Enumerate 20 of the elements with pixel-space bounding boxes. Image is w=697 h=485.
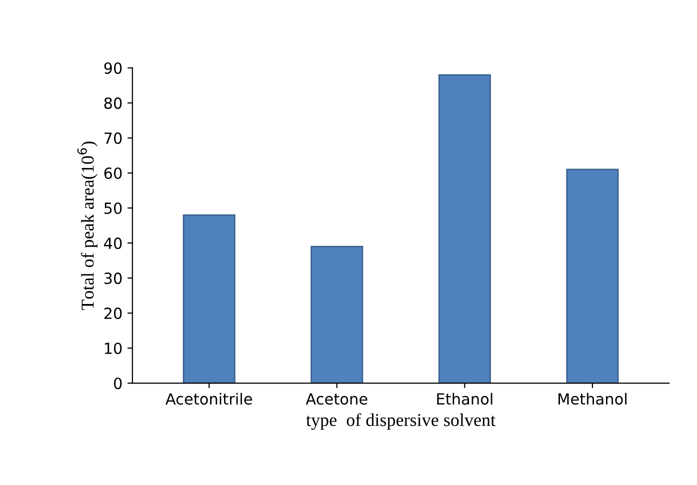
- y-tick-label: 40: [104, 238, 122, 250]
- bar: [438, 74, 491, 384]
- y-tick-label: 70: [104, 132, 122, 144]
- bar: [310, 246, 364, 384]
- y-tick-label: 10: [104, 342, 122, 354]
- y-tick-label: 20: [104, 308, 122, 320]
- y-tick-label: 80: [104, 97, 122, 109]
- bar: [566, 168, 619, 384]
- y-tick-label: 50: [104, 202, 122, 214]
- x-axis-title: type of dispersive solvent: [306, 413, 496, 430]
- y-tick-label: 30: [104, 272, 122, 284]
- bar: [182, 214, 236, 384]
- x-tick-label: Acetone: [306, 393, 368, 405]
- y-tick-label: 60: [104, 167, 122, 180]
- y-tick-label: 0: [114, 378, 122, 390]
- x-tick-label: Ethanol: [437, 392, 492, 405]
- x-tick-label: Methanol: [558, 392, 626, 405]
- y-axis-title: Total of peak area(10$^{6}$): [77, 142, 98, 310]
- y-tick-label: 90: [104, 62, 122, 74]
- x-tick-label: Acetonitrile: [166, 392, 252, 405]
